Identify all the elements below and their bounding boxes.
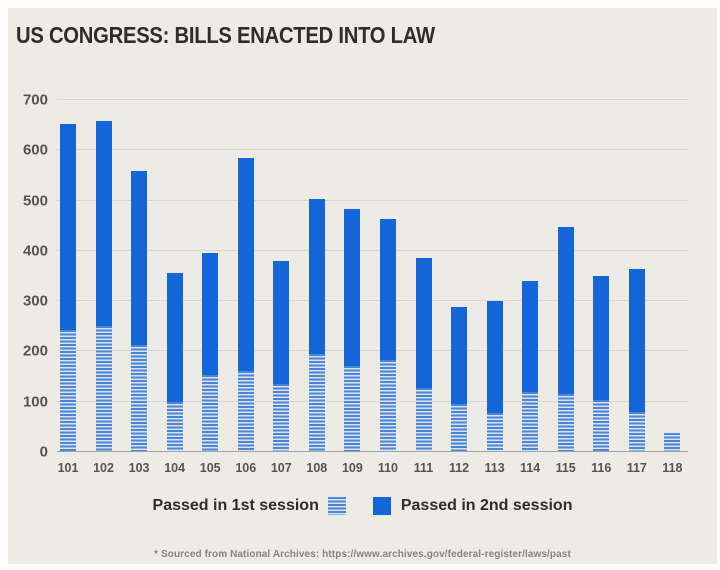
- x-axis-tick-label-112: 112: [448, 461, 470, 475]
- bar-segment-2nd-session: [593, 276, 610, 400]
- bar-segment-2nd-session: [486, 301, 503, 413]
- bar-group-congress-114: [522, 281, 539, 451]
- x-axis-tick-label-115: 115: [555, 461, 576, 475]
- x-axis-tick-label-105: 105: [199, 461, 221, 475]
- bar-group-congress-106: [237, 158, 254, 451]
- bar-segment-1st-session: [308, 354, 325, 451]
- x-axis-tick-label-106: 106: [235, 461, 257, 475]
- bar-segment-2nd-session: [308, 199, 325, 354]
- bar-segment-1st-session: [522, 392, 539, 451]
- bar-segment-2nd-session: [131, 171, 148, 345]
- bar-group-congress-103: [131, 171, 148, 451]
- gridline-700: [57, 99, 688, 100]
- x-axis-tick-label-110: 110: [377, 461, 399, 475]
- x-axis-tick-label-118: 118: [662, 461, 683, 475]
- x-axis-tick-label-116: 116: [591, 461, 612, 475]
- x-axis-tick-label-101: 101: [57, 461, 79, 475]
- y-axis-tick-label-500: 500: [22, 192, 48, 210]
- bar-segment-1st-session: [202, 375, 219, 451]
- y-axis-tick-label-100: 100: [22, 393, 48, 411]
- bar-segment-1st-session: [557, 394, 574, 451]
- y-axis-tick-label-600: 600: [22, 141, 48, 159]
- bar-segment-2nd-session: [273, 261, 290, 384]
- bar-segment-1st-session: [237, 371, 254, 451]
- x-axis-tick-label-108: 108: [306, 461, 328, 475]
- x-axis-tick-label-107: 107: [270, 461, 292, 475]
- bar-segment-1st-session: [451, 404, 468, 451]
- plot-area: 101 102 103 104 105 106 107 108 109 110 111 112 113 1…: [57, 99, 688, 475]
- bar-segment-1st-session: [344, 366, 361, 451]
- bar-segment-2nd-session: [95, 121, 112, 326]
- page-title: US CONGRESS: BILLS ENACTED INTO LAW: [16, 22, 435, 48]
- bar-segment-2nd-session: [237, 158, 254, 371]
- bar-group-congress-116: [593, 276, 610, 451]
- bar-group-congress-102: [95, 121, 112, 451]
- bar-group-congress-117: [628, 269, 645, 451]
- bar-segment-1st-session: [95, 326, 112, 451]
- y-axis-tick-label-300: 300: [22, 292, 48, 310]
- bar-segment-1st-session: [166, 402, 183, 451]
- bar-group-congress-109: [344, 209, 361, 451]
- bar-segment-2nd-session: [557, 227, 574, 394]
- bar-segment-2nd-session: [522, 281, 539, 392]
- x-axis-tick-label-113: 113: [484, 461, 505, 475]
- y-axis-tick-label-700: 700: [22, 91, 48, 109]
- x-axis-tick-label-114: 114: [520, 461, 541, 475]
- bar-group-congress-105: [202, 253, 219, 451]
- x-axis-tick-label-117: 117: [626, 461, 647, 475]
- y-axis-tick-label-200: 200: [22, 342, 48, 360]
- bar-group-congress-113: [486, 301, 503, 451]
- bar-group-congress-112: [451, 307, 468, 451]
- bar-segment-2nd-session: [166, 273, 183, 402]
- bar-segment-2nd-session: [344, 209, 361, 366]
- bar-group-congress-110: [379, 219, 396, 451]
- source-footnote: * Sourced from National Archives: https:…: [154, 549, 571, 560]
- bar-group-congress-118: [664, 433, 681, 451]
- x-axis-tick-label-103: 103: [128, 461, 150, 475]
- bar-segment-2nd-session: [451, 307, 468, 404]
- bar-segment-1st-session: [60, 330, 76, 451]
- bar-group-congress-115: [557, 227, 574, 451]
- bar-group-congress-107: [273, 261, 290, 451]
- x-axis-tick-label-109: 109: [341, 461, 363, 475]
- bar-segment-1st-session: [593, 400, 610, 451]
- bar-segment-2nd-session: [379, 219, 396, 360]
- bar-group-congress-101: [60, 124, 76, 451]
- bar-segment-2nd-session: [202, 253, 219, 375]
- x-axis-tick-label-111: 111: [413, 461, 434, 475]
- legend-label-1st-session: Passed in 1st session: [152, 497, 319, 514]
- gridline-100: [57, 400, 688, 402]
- gridline-400: [57, 249, 688, 251]
- legend-label-2nd-session: Passed in 2nd session: [400, 497, 573, 514]
- gridline-200: [57, 350, 688, 352]
- bar-segment-1st-session: [131, 345, 148, 451]
- legend-swatch-hatched-1st-session: [327, 497, 346, 515]
- bar-segment-2nd-session: [60, 124, 76, 330]
- y-axis-tick-label-400: 400: [22, 242, 48, 260]
- bar-segment-1st-session: [273, 384, 290, 451]
- legend-swatch-solid-2nd-session: [372, 497, 391, 515]
- bar-group-congress-108: [308, 199, 325, 451]
- x-axis-baseline: [57, 451, 688, 452]
- bar-segment-1st-session: [379, 360, 396, 451]
- gridline-300: [57, 300, 688, 302]
- gridline-600: [57, 149, 688, 151]
- bar-segment-1st-session: [415, 388, 432, 451]
- legend: Passed in 1st session Passed in 2nd sess…: [8, 495, 717, 517]
- bar-segment-1st-session: [628, 412, 645, 451]
- bar-group-congress-111: [415, 258, 432, 451]
- bar-group-congress-104: [166, 273, 183, 451]
- bar-segment-2nd-session: [628, 269, 645, 412]
- gridline-500: [57, 199, 688, 201]
- y-axis-tick-label-0: 0: [39, 443, 48, 461]
- x-axis-tick-label-104: 104: [164, 461, 186, 475]
- bar-segment-1st-session: [664, 433, 681, 451]
- x-axis-tick-label-102: 102: [93, 461, 114, 475]
- chart-panel: US CONGRESS: BILLS ENACTED INTO LAW 101 1…: [8, 8, 717, 564]
- bar-segment-2nd-session: [415, 258, 432, 388]
- bar-segment-1st-session: [486, 413, 503, 451]
